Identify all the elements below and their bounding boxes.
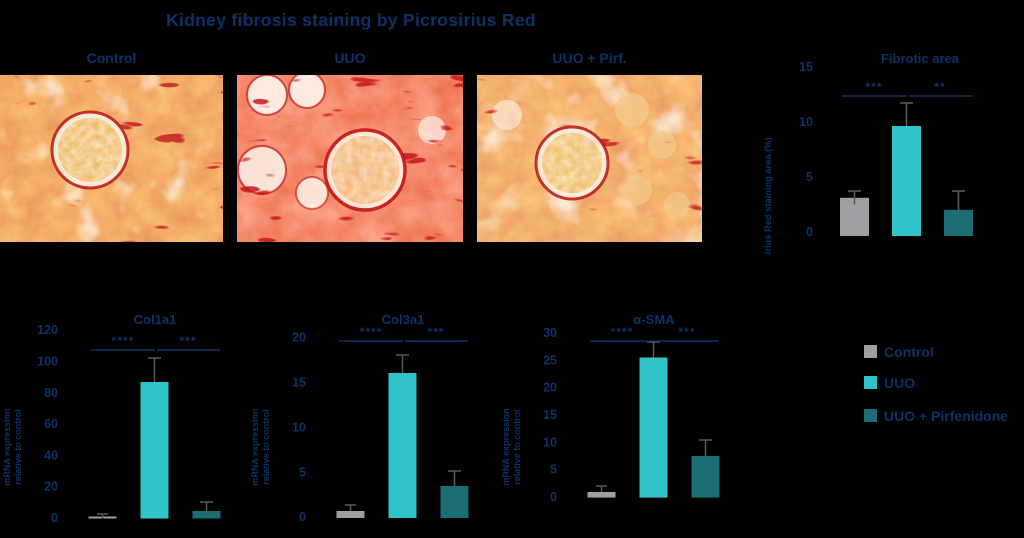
svg-text:****: **** (611, 325, 634, 339)
svg-text:60: 60 (44, 417, 58, 431)
svg-text:Col3a1: Col3a1 (382, 312, 425, 327)
svg-text:Col1a1: Col1a1 (134, 312, 177, 327)
svg-text:0: 0 (51, 511, 58, 525)
svg-text:0: 0 (806, 225, 813, 239)
svg-text:30: 30 (543, 326, 557, 340)
svg-text:***: *** (179, 334, 196, 348)
svg-text:**: ** (934, 80, 945, 94)
svg-text:5: 5 (550, 463, 557, 477)
svg-text:Picrosirius Red staining area: Picrosirius Red staining area (%) (763, 137, 773, 255)
svg-text:100: 100 (37, 355, 58, 369)
svg-text:relative to control: relative to control (13, 409, 23, 485)
svg-text:25: 25 (543, 353, 557, 367)
svg-text:relative to control: relative to control (261, 409, 271, 485)
svg-text:120: 120 (37, 323, 58, 337)
svg-text:***: *** (865, 80, 882, 94)
svg-text:Fibrotic area: Fibrotic area (881, 51, 960, 66)
svg-text:20: 20 (543, 381, 557, 395)
svg-text:20: 20 (292, 331, 306, 345)
svg-text:10: 10 (543, 435, 557, 449)
svg-text:mRNA expression: mRNA expression (501, 408, 511, 485)
svg-text:20: 20 (44, 480, 58, 494)
svg-text:15: 15 (543, 408, 557, 422)
svg-text:****: **** (360, 325, 383, 339)
svg-text:mRNA expression: mRNA expression (250, 408, 260, 485)
svg-text:mRNA expression: mRNA expression (2, 408, 12, 485)
svg-text:5: 5 (806, 170, 813, 184)
svg-text:****: **** (112, 334, 135, 348)
svg-text:***: *** (427, 325, 444, 339)
svg-text:10: 10 (799, 115, 813, 129)
svg-text:α-SMA: α-SMA (633, 312, 675, 327)
svg-text:15: 15 (292, 376, 306, 390)
svg-text:40: 40 (44, 448, 58, 462)
svg-text:80: 80 (44, 386, 58, 400)
svg-text:10: 10 (292, 421, 306, 435)
svg-text:***: *** (678, 325, 695, 339)
svg-text:5: 5 (299, 466, 306, 480)
svg-text:0: 0 (299, 510, 306, 524)
svg-text:0: 0 (550, 490, 557, 504)
svg-text:relative to control: relative to control (512, 409, 522, 485)
svg-text:15: 15 (799, 60, 813, 74)
